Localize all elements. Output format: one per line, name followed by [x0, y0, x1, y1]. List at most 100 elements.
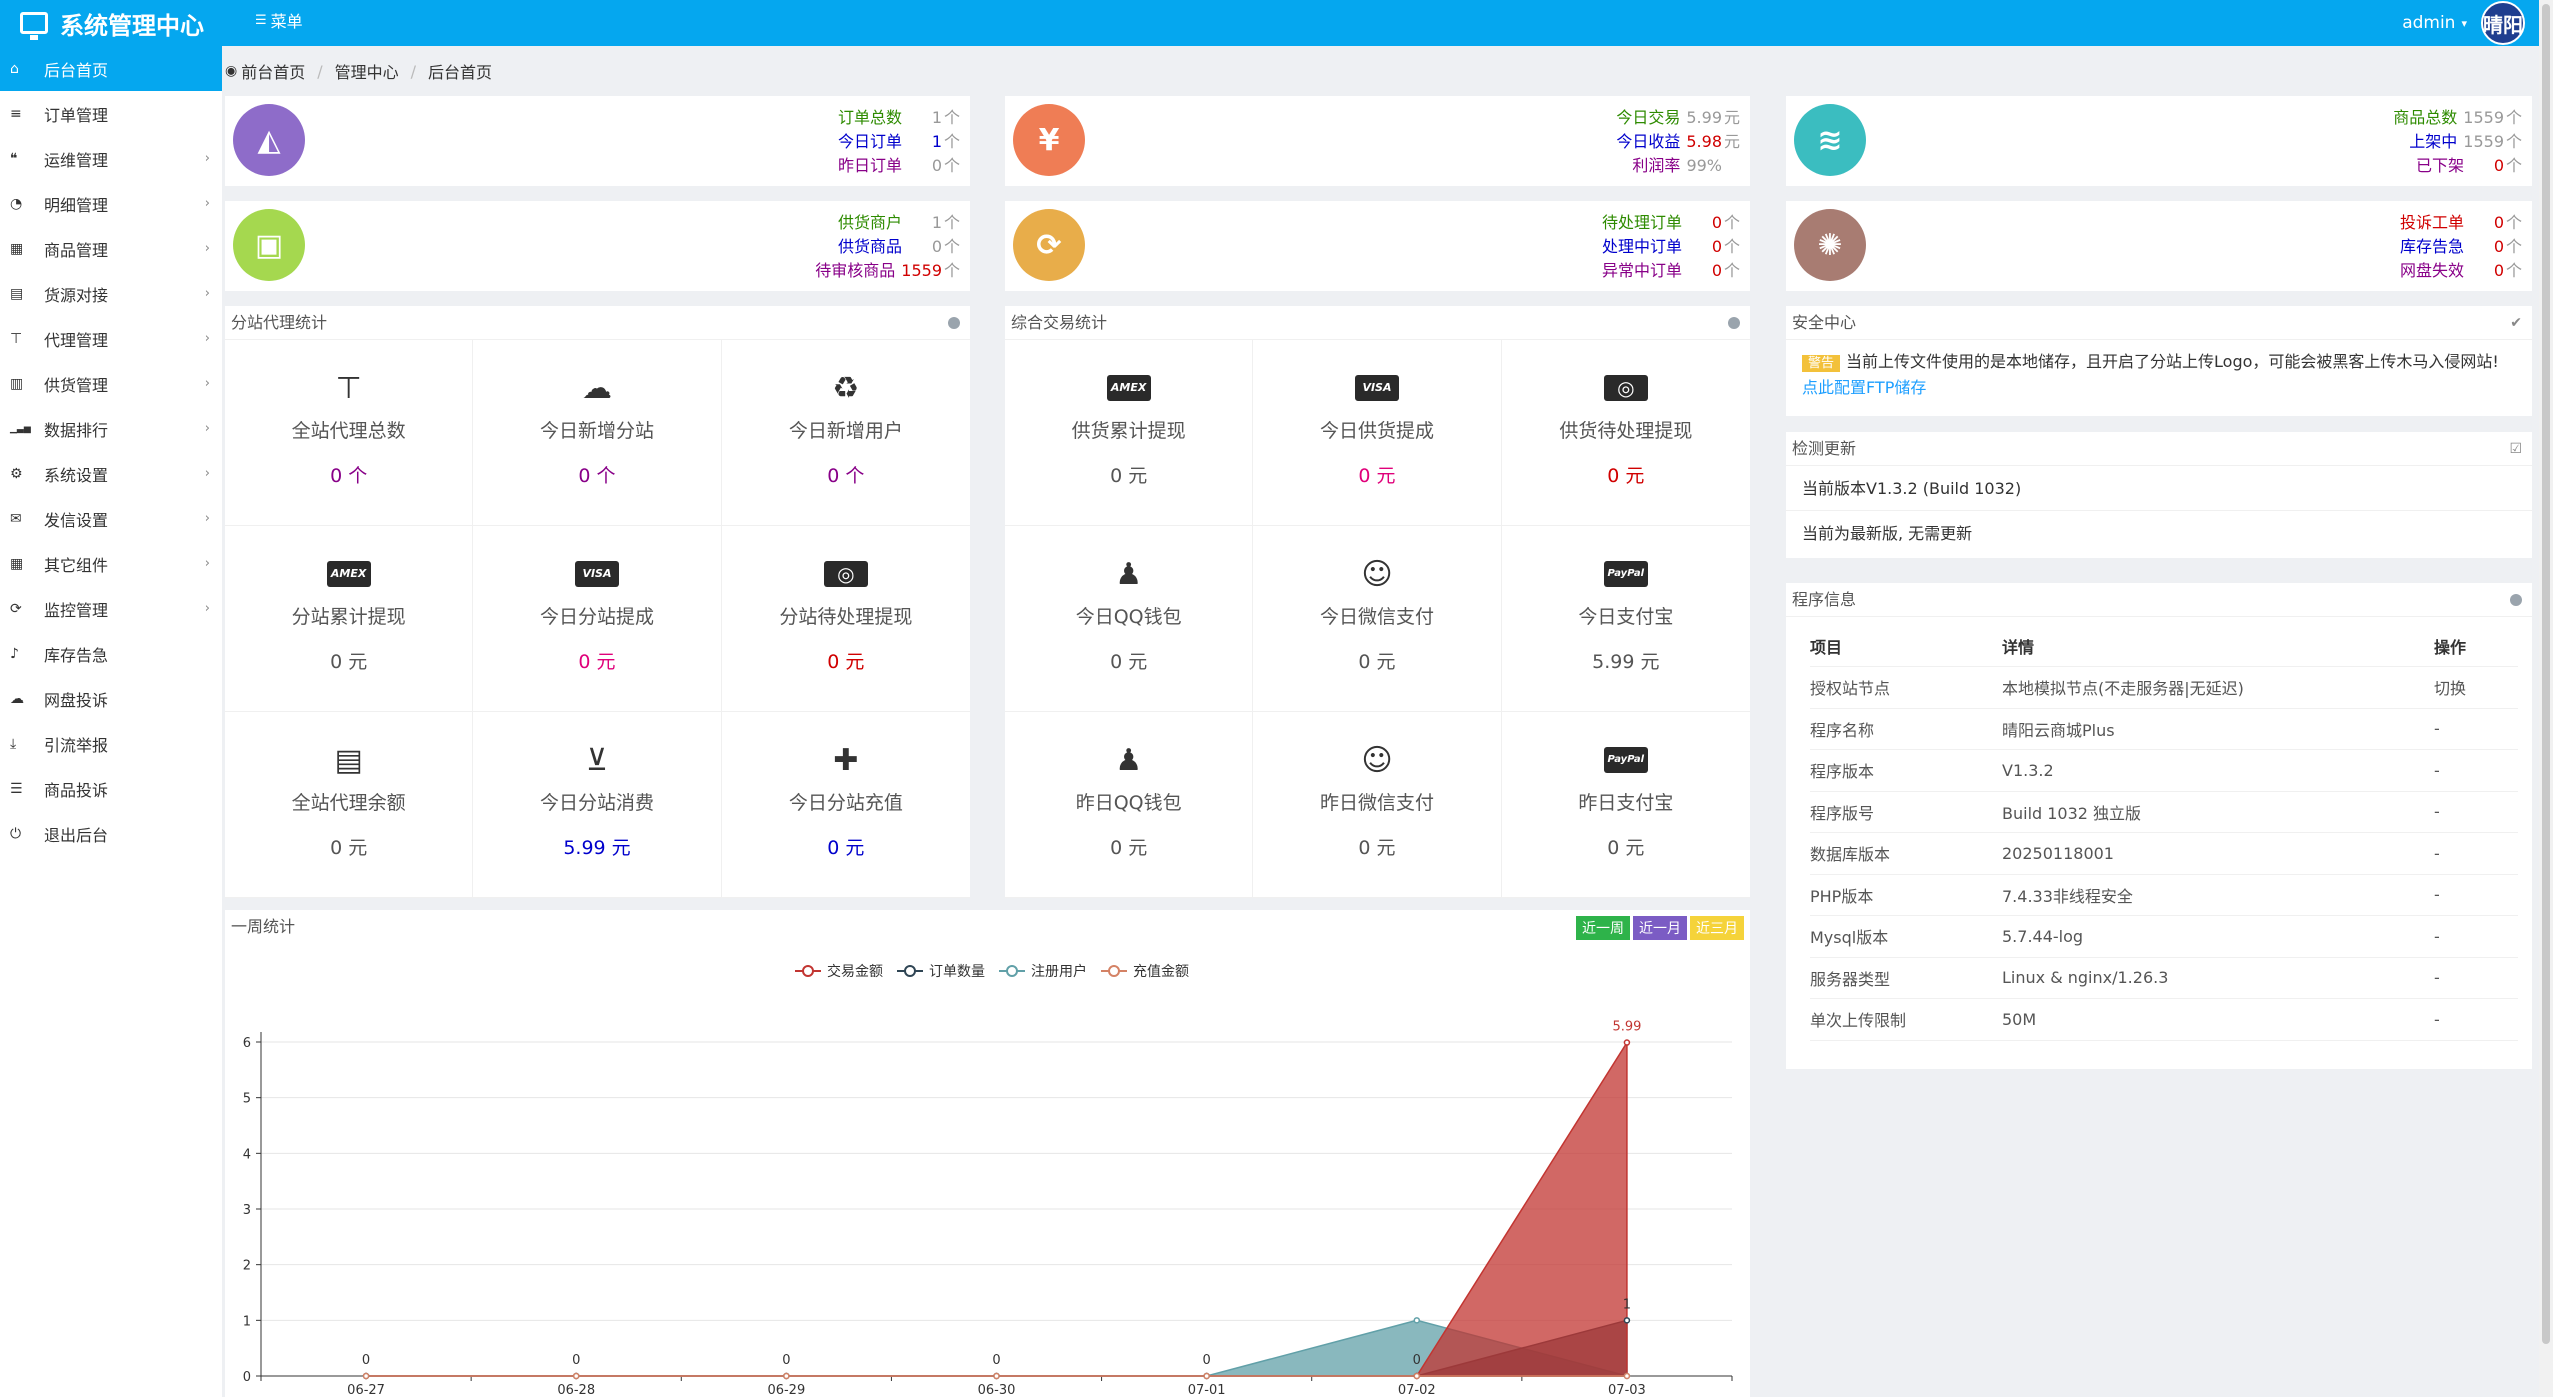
- table-cell-item: 程序版本: [1810, 749, 2002, 792]
- check-icon[interactable]: ✔: [2510, 315, 2522, 331]
- data-label: 0: [1203, 1353, 1211, 1368]
- collapse-dot-icon[interactable]: [1728, 317, 1740, 329]
- table-cell-detail: Linux & nginx/1.26.3: [2002, 957, 2434, 999]
- x-tick-label: 06-30: [978, 1383, 1016, 1397]
- sidebar-item[interactable]: ⌂ 后台首页: [0, 46, 222, 91]
- table-row: 授权站节点 本地模拟节点(不走服务器|无延迟) 切换: [1810, 666, 2518, 709]
- stat-unit: 个: [943, 132, 960, 151]
- current-version: 当前版本V1.3.2 (Build 1032): [1786, 466, 2532, 511]
- collapse-dot-icon[interactable]: [948, 317, 960, 329]
- x-tick-label: 07-01: [1188, 1383, 1226, 1397]
- x-tick-label: 06-28: [557, 1383, 595, 1397]
- stat-rows: 投诉工单 0 个库存告急 0 个网盘失效 0 个: [2400, 211, 2522, 283]
- briefcase-icon: ▤: [334, 742, 363, 778]
- stat-value: 0: [931, 156, 942, 175]
- card-badge: AMEX: [326, 561, 371, 587]
- sidebar-item[interactable]: ⏻ 退出后台: [0, 811, 222, 856]
- breadcrumb-admin-link[interactable]: 管理中心: [334, 63, 399, 82]
- user-menu[interactable]: admin ▾ 晴阳: [2402, 0, 2525, 46]
- legend-label: 交易金额: [827, 963, 883, 980]
- cell-label: 今日新增用户: [788, 420, 903, 442]
- stat-unit: 个: [2505, 132, 2522, 151]
- sidebar-item[interactable]: ≡ 订单管理: [0, 91, 222, 136]
- power-icon: ⏻: [10, 825, 22, 842]
- cell-label: 全站代理总数: [291, 420, 406, 442]
- stat-value: 0: [1711, 261, 1722, 280]
- sidebar-item[interactable]: ⊤ 代理管理 ›: [0, 316, 222, 361]
- cell-label: 今日分站充值: [788, 792, 903, 814]
- breadcrumb-home-link[interactable]: 前台首页: [241, 63, 306, 82]
- stat-cell: ♻ 今日新增用户 0 个: [721, 340, 970, 526]
- avatar[interactable]: 晴阳: [2481, 1, 2525, 45]
- sidebar-item[interactable]: ☰ 商品投诉: [0, 766, 222, 811]
- stat-row: 昨日订单 0 个: [838, 154, 960, 178]
- table-cell-detail: V1.3.2: [2002, 749, 2434, 792]
- stat-card: ✺ 投诉工单 0 个库存告急 0 个网盘失效 0 个: [1786, 201, 2532, 291]
- stat-cell: ♟ 昨日QQ钱包 0 元: [1005, 712, 1254, 898]
- column-header: 操作: [2434, 625, 2518, 667]
- data-point: [783, 1372, 790, 1380]
- sidebar-item[interactable]: ▦ 其它组件 ›: [0, 541, 222, 586]
- sidebar-item[interactable]: ☁ 网盘投诉: [0, 676, 222, 721]
- sidebar-item-label: 系统设置: [44, 465, 109, 485]
- sidebar-item[interactable]: ❝ 运维管理 ›: [0, 136, 222, 181]
- stat-unit: 个: [1723, 213, 1740, 232]
- stat-row: 今日收益 5.98 元: [1616, 130, 1740, 154]
- stat-cell: VISA 今日分站提成 0 元: [473, 526, 722, 712]
- sitemap-icon: ⊤: [335, 370, 362, 406]
- stat-cell: ✚ 今日分站充值 0 元: [721, 712, 970, 898]
- stat-value: 0: [2493, 213, 2504, 232]
- stat-value: 5.98: [1686, 132, 1722, 151]
- panel-header: 分站代理统计: [225, 306, 970, 340]
- comments-icon: ❝: [10, 150, 18, 167]
- range-button[interactable]: 近一月: [1633, 916, 1687, 940]
- table-cell-action: -: [2434, 874, 2518, 916]
- recycle-icon: ♻: [832, 370, 860, 406]
- sidebar-item[interactable]: ▦ 商品管理 ›: [0, 226, 222, 271]
- page-scrollbar[interactable]: [2539, 0, 2553, 1397]
- range-button[interactable]: 近三月: [1690, 916, 1744, 940]
- stat-label: 订单总数: [837, 108, 902, 127]
- sidebar-item-label: 退出后台: [44, 825, 109, 845]
- stat-rows: 订单总数 1 个今日订单 1 个昨日订单 0 个: [838, 106, 960, 178]
- cogs-icon: ⚙: [10, 465, 23, 482]
- stat-unit: 个: [943, 108, 960, 127]
- checkbox-icon[interactable]: ☑: [2509, 441, 2522, 457]
- table-cell-item: PHP版本: [1810, 874, 2002, 916]
- collapse-dot-icon[interactable]: [2510, 594, 2522, 606]
- ftp-config-link[interactable]: 点此配置FTP储存: [1802, 378, 1927, 397]
- stat-label: 网盘失效: [2399, 261, 2464, 280]
- sidebar-item[interactable]: ⟳ 监控管理 ›: [0, 586, 222, 631]
- panel-header: 综合交易统计: [1005, 306, 1750, 340]
- refresh-icon: ⟳: [1013, 209, 1085, 281]
- stat-unit: 个: [943, 156, 960, 175]
- sidebar-item[interactable]: ✉ 发信设置 ›: [0, 496, 222, 541]
- sidebar-item[interactable]: ♪ 库存告急: [0, 631, 222, 676]
- scrollbar-thumb[interactable]: [2542, 4, 2550, 1344]
- panel-header: 一周统计: [225, 910, 1750, 944]
- table-cell-action: -: [2434, 708, 2518, 750]
- pie-chart-icon: ◔: [10, 195, 23, 212]
- sidebar: ⌂ 后台首页 ≡ 订单管理 ❝ 运维管理 › ◔ 明细管理 › ▦ 商品管理 › ▤ 货源对接 › ⊤ 代理管理 ›…: [0, 46, 222, 1397]
- sidebar-item[interactable]: ▁▃▅ 数据排行 ›: [0, 406, 222, 451]
- panel-header: 安全中心 ✔: [1786, 306, 2532, 340]
- sidebar-item[interactable]: ▤ 货源对接 ›: [0, 271, 222, 316]
- stat-rows: 供货商户 1 个供货商品 0 个待审核商品 1559 个: [815, 211, 960, 283]
- app-brand[interactable]: 系统管理中心: [20, 0, 204, 46]
- cell-label: 昨日QQ钱包: [1075, 792, 1182, 814]
- sidebar-item[interactable]: ◔ 明细管理 ›: [0, 181, 222, 226]
- sidebar-item-label: 运维管理: [44, 150, 109, 170]
- sidebar-item[interactable]: ▥ 供货管理 ›: [0, 361, 222, 406]
- range-button[interactable]: 近一周: [1576, 916, 1630, 940]
- legend-marker: [1006, 965, 1018, 977]
- sidebar-item[interactable]: ⤓ 引流举报: [0, 721, 222, 766]
- data-label: 0: [572, 1353, 580, 1368]
- table-cell-action: -: [2434, 832, 2518, 875]
- program-info-table: 项目 详情 操作 授权站节点 本地模拟节点(不走服务器|无延迟) 切换 程序名称 晴阳云…: [1810, 625, 2518, 1041]
- menu-toggle-button[interactable]: ☰ 菜单: [255, 0, 303, 40]
- y-tick-label: 6: [243, 1036, 251, 1051]
- table-cell-action[interactable]: 切换: [2434, 666, 2518, 709]
- stat-unit: 个: [943, 213, 960, 232]
- chevron-right-icon: ›: [204, 466, 210, 481]
- sidebar-item[interactable]: ⚙ 系统设置 ›: [0, 451, 222, 496]
